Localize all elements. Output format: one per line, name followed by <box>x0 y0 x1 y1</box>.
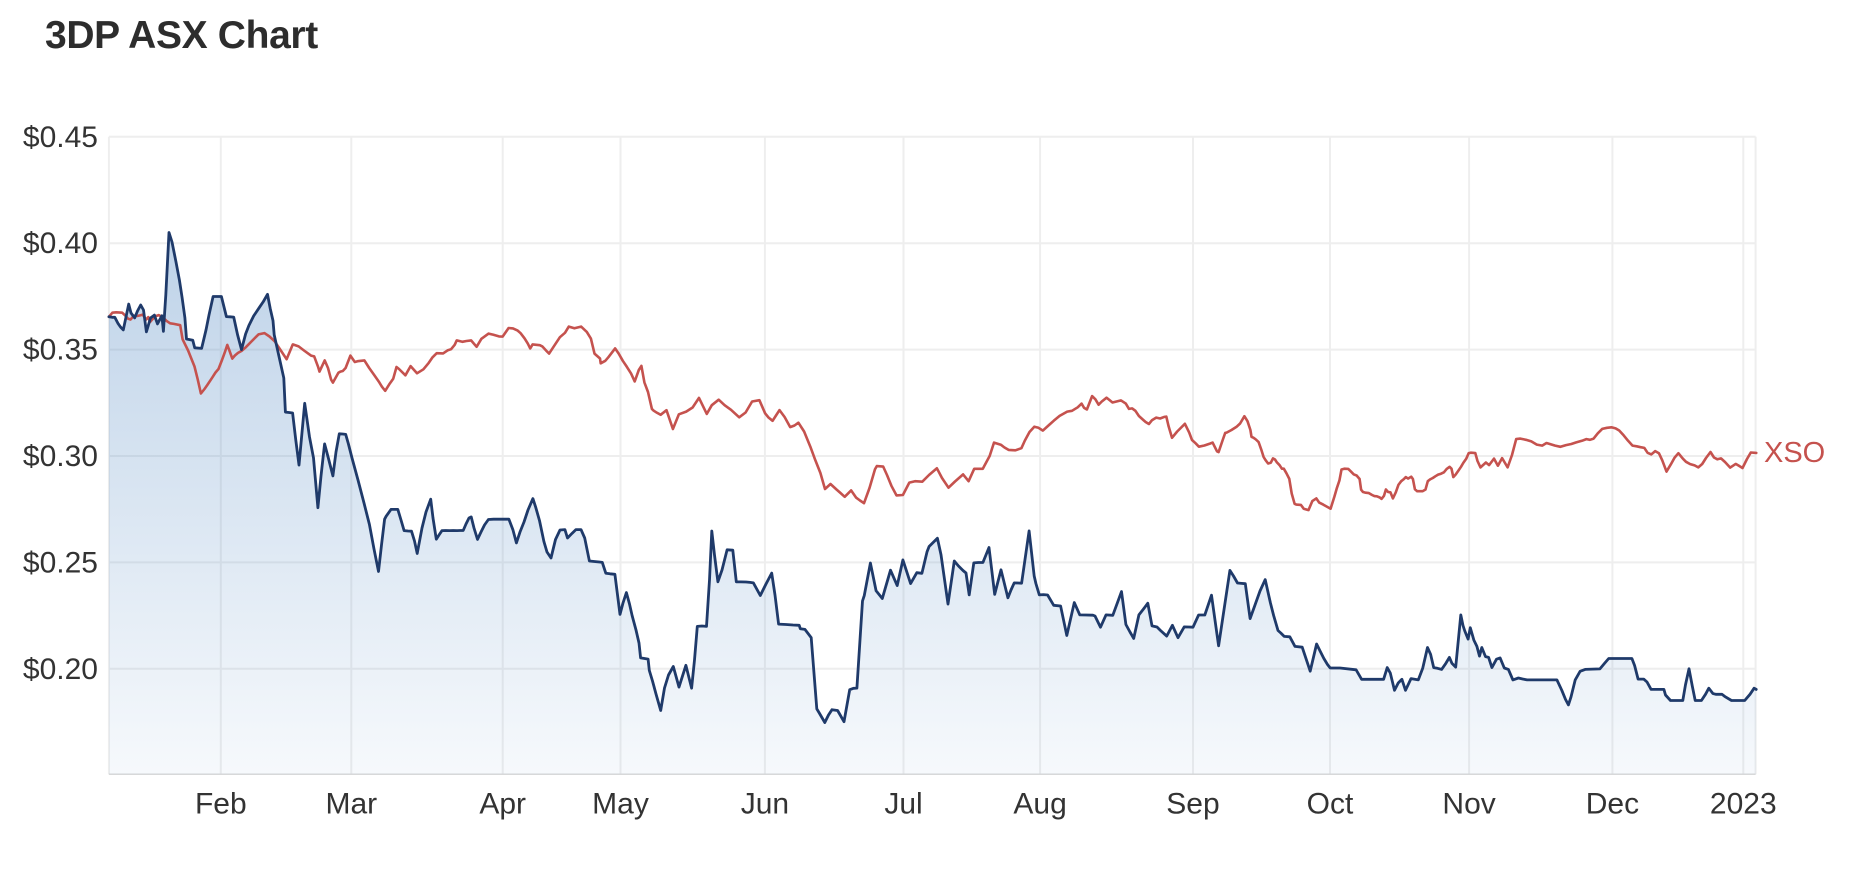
svg-text:Jul: Jul <box>884 788 922 821</box>
svg-text:Feb: Feb <box>195 788 247 821</box>
svg-text:$0.20: $0.20 <box>23 653 98 686</box>
svg-text:$0.30: $0.30 <box>23 440 98 473</box>
svg-text:3DP ASX Chart: 3DP ASX Chart <box>45 14 318 57</box>
svg-text:Jun: Jun <box>741 788 789 821</box>
svg-text:2023: 2023 <box>1710 788 1777 821</box>
svg-text:Dec: Dec <box>1586 788 1639 821</box>
svg-text:Mar: Mar <box>325 788 377 821</box>
svg-text:Aug: Aug <box>1013 788 1066 821</box>
svg-text:Nov: Nov <box>1442 788 1495 821</box>
svg-text:$0.35: $0.35 <box>23 334 98 367</box>
svg-text:Oct: Oct <box>1307 788 1354 821</box>
svg-text:Apr: Apr <box>479 788 526 821</box>
svg-text:May: May <box>592 788 649 821</box>
svg-text:$0.25: $0.25 <box>23 546 98 579</box>
svg-text:XSO: XSO <box>1764 437 1825 469</box>
svg-text:$0.45: $0.45 <box>23 121 98 154</box>
svg-text:$0.40: $0.40 <box>23 227 98 260</box>
svg-text:Sep: Sep <box>1166 788 1219 821</box>
